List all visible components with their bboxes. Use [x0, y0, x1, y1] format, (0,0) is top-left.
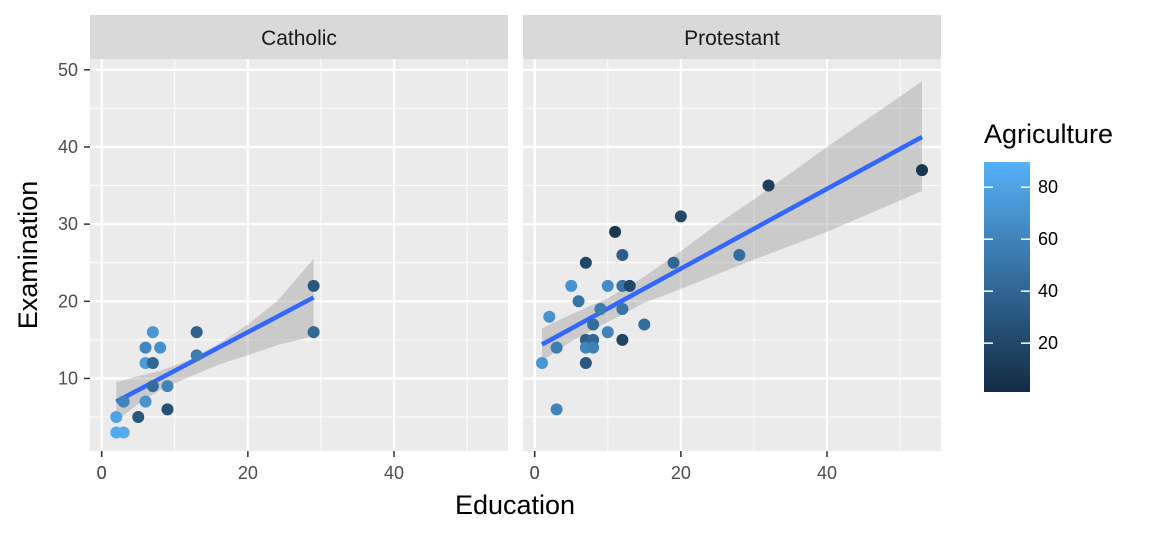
legend-title: Agriculture	[984, 119, 1113, 149]
points	[536, 164, 928, 416]
data-point	[623, 279, 636, 292]
x-tick-label: 20	[671, 463, 691, 483]
data-point	[594, 303, 607, 316]
data-point	[616, 303, 629, 316]
x-tick-label: 0	[530, 463, 540, 483]
data-point	[161, 380, 174, 393]
colorbar-legend: Agriculture 20 40 60 80	[984, 119, 1113, 392]
data-point	[674, 210, 687, 223]
data-point	[579, 256, 592, 269]
data-point	[609, 225, 622, 238]
panel-background	[90, 59, 508, 451]
data-point	[667, 256, 680, 269]
y-tick-label: 10	[58, 368, 78, 388]
data-point	[572, 295, 585, 308]
y-tick-label: 30	[58, 214, 78, 234]
data-point	[139, 395, 152, 408]
data-point	[579, 357, 592, 370]
y-tick-label: 40	[58, 137, 78, 157]
gridlines	[523, 59, 941, 451]
data-point	[139, 341, 152, 354]
data-point	[536, 357, 548, 370]
y-tick-label: 20	[58, 291, 78, 311]
x-axis-catholic: 00 20 40	[97, 451, 404, 483]
confidence-band	[116, 258, 314, 421]
gridlines	[90, 59, 508, 451]
strip-background	[523, 15, 941, 59]
data-point	[132, 411, 145, 424]
data-point	[587, 341, 600, 354]
colorbar-tick-label: 60	[1038, 229, 1058, 249]
panel-background	[523, 59, 941, 451]
data-point	[146, 357, 159, 370]
data-point	[616, 249, 629, 261]
data-point	[190, 326, 203, 339]
x-tick-label: 40	[384, 463, 404, 483]
panel-protestant: Protestant	[523, 15, 941, 451]
strip-label: Catholic	[261, 27, 337, 50]
x-axis-title: Education	[455, 490, 575, 520]
x-tick-label: 0	[97, 463, 107, 483]
data-point	[161, 403, 174, 416]
y-axis-title: Examination	[13, 181, 43, 330]
x-tick-label: 20	[238, 463, 258, 483]
data-point	[117, 426, 130, 439]
data-point	[762, 179, 775, 192]
data-point	[146, 326, 159, 339]
colorbar-tick-label: 80	[1038, 177, 1058, 197]
x-axis-protestant: 00 20 40	[530, 451, 837, 483]
confidence-ribbon	[116, 258, 314, 421]
y-axis: 10 20 30 40 50	[58, 60, 90, 388]
colorbar-tick-label: 20	[1038, 333, 1058, 353]
points	[110, 279, 320, 439]
data-point	[601, 326, 614, 339]
data-point	[190, 349, 203, 362]
data-point	[587, 318, 600, 331]
data-point	[307, 279, 320, 292]
data-point	[916, 164, 928, 177]
colorbar-ticks: 20 40 60 80	[984, 177, 1058, 353]
data-point	[733, 249, 746, 261]
data-point	[565, 279, 578, 292]
data-point	[638, 318, 651, 331]
data-point	[550, 341, 563, 354]
colorbar	[984, 162, 1030, 392]
data-point	[601, 279, 614, 292]
strip-label: Protestant	[684, 27, 780, 50]
data-point	[154, 341, 167, 354]
data-point	[146, 380, 159, 393]
data-point	[543, 310, 556, 323]
x-tick-label: 0	[530, 463, 540, 483]
data-point	[307, 326, 320, 339]
data-point	[616, 333, 629, 346]
panel-catholic: Catholic	[90, 15, 508, 451]
strip-background	[90, 15, 508, 59]
colorbar-tick-label: 40	[1038, 281, 1058, 301]
data-point	[117, 395, 130, 408]
data-point	[110, 411, 123, 424]
x-tick-label: 40	[817, 463, 837, 483]
data-point	[550, 403, 563, 416]
x-tick-label: 0	[97, 463, 107, 483]
y-tick-label: 50	[58, 60, 78, 80]
